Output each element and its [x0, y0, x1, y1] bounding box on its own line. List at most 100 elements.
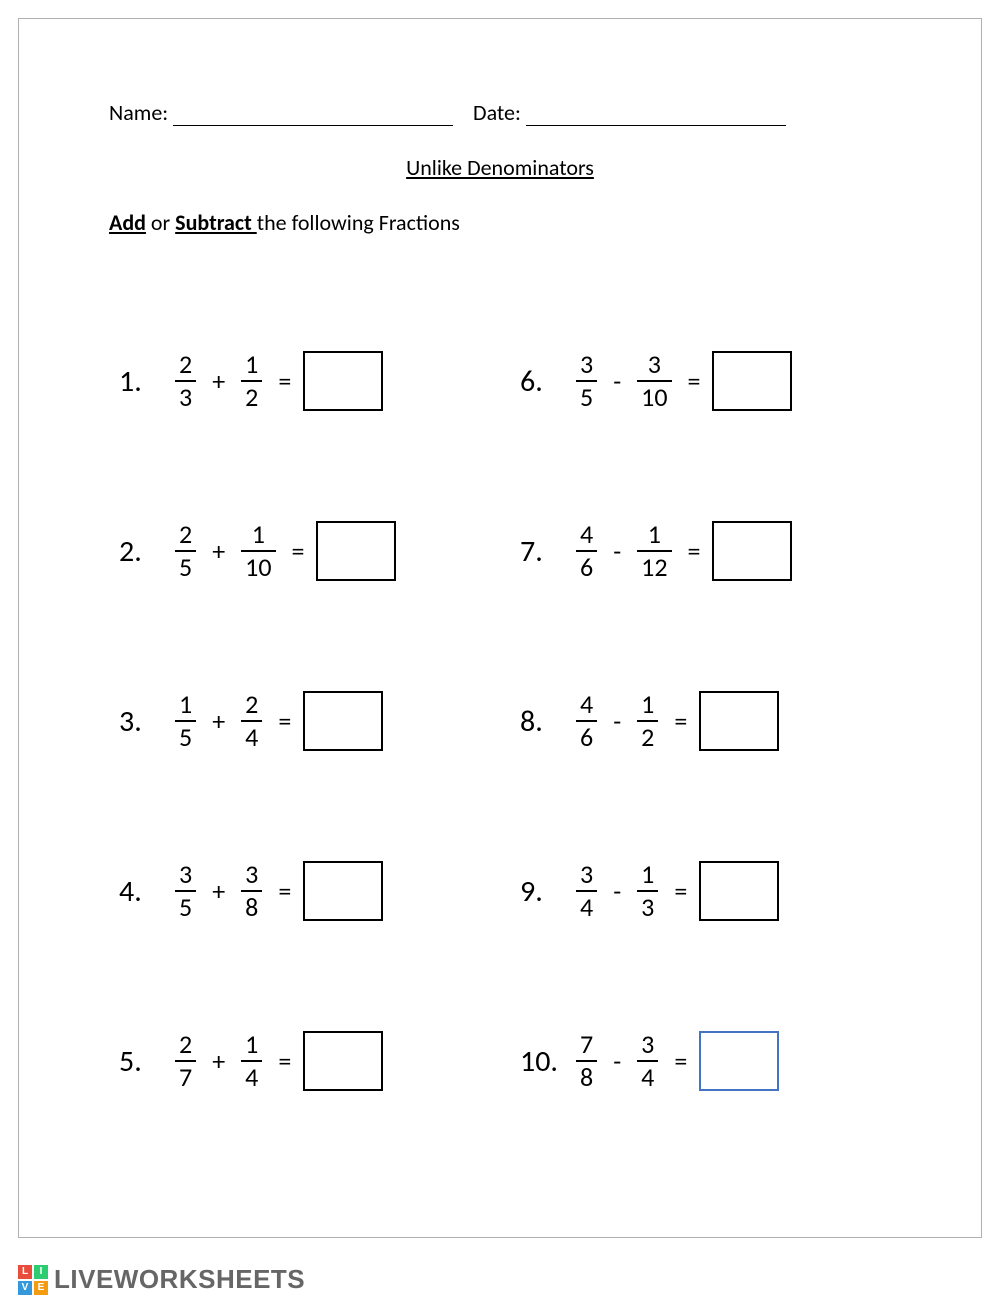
fraction-numerator: 2 [175, 351, 196, 380]
answer-box[interactable] [303, 691, 383, 751]
fraction-numerator: 2 [175, 1031, 196, 1060]
instruction-subtract: Subtract [175, 209, 257, 236]
equals-sign: = [674, 705, 687, 737]
operator: + [212, 705, 225, 737]
problem-number: 3. [109, 703, 169, 740]
fraction: 23 [175, 351, 196, 412]
equals-sign: = [278, 705, 291, 737]
answer-box[interactable] [712, 521, 792, 581]
fraction-numerator: 3 [637, 1031, 658, 1060]
answer-box[interactable] [303, 861, 383, 921]
equals-sign: = [674, 1045, 687, 1077]
name-label: Name: [109, 99, 168, 126]
problem-row: 3.15 +24 = [109, 636, 490, 806]
worksheet-title: Unlike Denominators [109, 154, 891, 181]
fraction-numerator: 2 [241, 691, 262, 720]
fraction-denominator: 2 [241, 382, 262, 411]
problem-number: 7. [510, 533, 570, 570]
answer-box[interactable] [303, 1031, 383, 1091]
fraction-denominator: 5 [175, 892, 196, 921]
fraction: 38 [241, 861, 262, 922]
fraction-numerator: 2 [175, 521, 196, 550]
fraction-numerator: 1 [248, 521, 269, 550]
fraction-denominator: 4 [241, 1062, 262, 1091]
answer-box[interactable] [699, 861, 779, 921]
fraction: 12 [637, 691, 658, 752]
fraction-denominator: 6 [576, 552, 597, 581]
fraction-denominator: 4 [241, 722, 262, 751]
equals-sign: = [278, 875, 291, 907]
fraction-denominator: 6 [576, 722, 597, 751]
fraction-numerator: 1 [241, 1031, 262, 1060]
date-label: Date: [473, 99, 521, 126]
fraction: 12 [241, 351, 262, 412]
operator: + [212, 875, 225, 907]
operator: + [212, 1045, 225, 1077]
instructions: Add or Subtract the following Fractions [109, 209, 891, 236]
fraction-denominator: 4 [637, 1062, 658, 1091]
operator: + [212, 365, 225, 397]
instruction-rest: the following Fractions [257, 209, 460, 236]
problem-number: 9. [510, 873, 570, 910]
problem-row: 8.46-12= [510, 636, 891, 806]
fraction-numerator: 3 [644, 351, 665, 380]
fraction: 34 [576, 861, 597, 922]
answer-box[interactable] [699, 1031, 779, 1091]
operator: - [613, 875, 621, 907]
problem-number: 2. [109, 533, 169, 570]
fraction: 25 [175, 521, 196, 582]
fraction: 15 [175, 691, 196, 752]
equals-sign: = [278, 365, 291, 397]
logo-square: V [18, 1281, 32, 1295]
fraction: 35 [175, 861, 196, 922]
logo-text: LIVEWORKSHEETS [54, 1264, 305, 1295]
problem-number: 1. [109, 363, 169, 400]
fraction: 13 [637, 861, 658, 922]
fraction: 46 [576, 521, 597, 582]
fraction-numerator: 3 [175, 861, 196, 890]
operator: - [613, 1045, 621, 1077]
fraction-denominator: 10 [241, 552, 275, 581]
name-blank[interactable] [173, 125, 453, 126]
answer-box[interactable] [303, 351, 383, 411]
equals-sign: = [292, 535, 305, 567]
equals-sign: = [688, 365, 701, 397]
fraction-numerator: 1 [637, 691, 658, 720]
logo-square: E [34, 1281, 48, 1295]
fraction-numerator: 4 [576, 521, 597, 550]
fraction: 35 [576, 351, 597, 412]
fraction-denominator: 5 [175, 552, 196, 581]
problem-row: 1.23+12= [109, 296, 490, 466]
fraction-denominator: 8 [576, 1062, 597, 1091]
fraction-numerator: 3 [576, 351, 597, 380]
fraction-denominator: 7 [175, 1062, 196, 1091]
problem-row: 6.35-310= [510, 296, 891, 466]
footer-logo: LIVE LIVEWORKSHEETS [18, 1264, 305, 1295]
problem-row: 9.34-13= [510, 806, 891, 976]
problem-row: 4.35+38= [109, 806, 490, 976]
fraction-denominator: 5 [175, 722, 196, 751]
fraction-denominator: 8 [241, 892, 262, 921]
answer-box[interactable] [316, 521, 396, 581]
problem-row: 7.46-112= [510, 466, 891, 636]
instruction-add: Add [109, 209, 146, 236]
fraction-numerator: 3 [241, 861, 262, 890]
fraction-numerator: 1 [241, 351, 262, 380]
problems-grid: 1.23+12=2.25+110=3.15+24=4.35+38=5.27+14… [109, 296, 891, 1146]
fraction: 310 [637, 351, 671, 412]
fraction-numerator: 1 [644, 521, 665, 550]
fraction-denominator: 4 [576, 892, 597, 921]
fraction-numerator: 7 [576, 1031, 597, 1060]
answer-box[interactable] [712, 351, 792, 411]
worksheet-page: Name: Date: Unlike Denominators Add or S… [18, 18, 982, 1238]
problem-row: 2.25+110= [109, 466, 490, 636]
date-blank[interactable] [526, 125, 786, 126]
fraction-denominator: 3 [175, 382, 196, 411]
fraction: 34 [637, 1031, 658, 1092]
logo-square: I [34, 1265, 48, 1279]
answer-box[interactable] [699, 691, 779, 751]
operator: - [613, 535, 621, 567]
equals-sign: = [688, 535, 701, 567]
fraction: 27 [175, 1031, 196, 1092]
fraction: 24 [241, 691, 262, 752]
